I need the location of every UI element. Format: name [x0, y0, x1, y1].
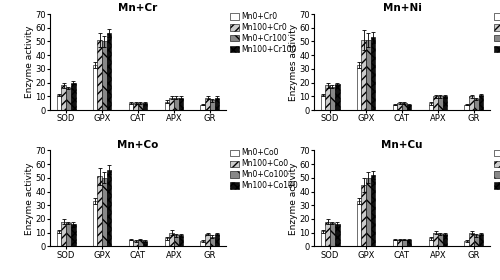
Bar	[62, 85, 66, 110]
Bar	[57, 95, 62, 110]
Bar	[474, 235, 478, 246]
Bar	[62, 222, 66, 246]
Bar	[174, 235, 178, 246]
Bar	[134, 241, 138, 246]
Bar	[402, 103, 406, 110]
Bar	[464, 104, 469, 110]
Bar	[428, 238, 433, 246]
Bar	[169, 233, 174, 246]
Y-axis label: Enzyme activity: Enzyme activity	[289, 162, 298, 235]
Bar	[92, 65, 98, 110]
Bar	[330, 223, 335, 246]
Bar	[371, 37, 376, 110]
Bar	[210, 237, 214, 246]
Bar	[205, 98, 210, 110]
Bar	[98, 40, 102, 110]
Bar	[326, 222, 330, 246]
Bar	[428, 103, 433, 110]
Bar	[433, 233, 438, 246]
Bar	[214, 234, 219, 246]
Legend: Mn0+Cu0, Mn100+Cu0, Mn0+Cu100, Mn100+Cu100: Mn0+Cu0, Mn100+Cu0, Mn0+Cu100, Mn100+Cu1…	[494, 148, 500, 190]
Bar	[335, 84, 340, 110]
Bar	[362, 185, 366, 246]
Bar	[464, 241, 469, 246]
Bar	[102, 178, 107, 246]
Title: Mn+Cu: Mn+Cu	[382, 140, 423, 150]
Legend: Mn0+Co0, Mn100+Co0, Mn0+Co100, Mn100+Co100: Mn0+Co0, Mn100+Co0, Mn0+Co100, Mn100+Co1…	[230, 148, 298, 190]
Bar	[210, 101, 214, 110]
Bar	[321, 95, 326, 110]
Bar	[66, 88, 71, 110]
Title: Mn+Cr: Mn+Cr	[118, 3, 158, 13]
Bar	[474, 99, 478, 110]
Legend: Mn0+Ni0, Mn100+Ni0, Mn0+Ni100, Mn100+Ni100: Mn0+Ni0, Mn100+Ni0, Mn0+Ni100, Mn100+Ni1…	[494, 12, 500, 54]
Bar	[398, 240, 402, 246]
Bar	[200, 104, 205, 110]
Y-axis label: Enzymes activity: Enzymes activity	[289, 24, 298, 101]
Bar	[71, 83, 76, 110]
Bar	[142, 241, 148, 246]
Bar	[205, 234, 210, 246]
Bar	[142, 103, 148, 110]
Bar	[366, 178, 371, 246]
Bar	[178, 98, 184, 110]
Bar	[398, 103, 402, 110]
Bar	[174, 98, 178, 110]
Bar	[200, 241, 205, 246]
Bar	[107, 170, 112, 246]
Bar	[406, 104, 412, 110]
Bar	[164, 102, 169, 110]
Bar	[321, 231, 326, 246]
Bar	[362, 40, 366, 110]
Bar	[478, 95, 483, 110]
Bar	[326, 85, 330, 110]
Bar	[102, 41, 107, 110]
Bar	[128, 240, 134, 246]
Bar	[134, 103, 138, 110]
Bar	[356, 201, 362, 246]
Bar	[107, 33, 112, 110]
Bar	[371, 175, 376, 246]
Bar	[66, 223, 71, 246]
Bar	[406, 240, 412, 246]
Bar	[138, 240, 142, 246]
Bar	[469, 233, 474, 246]
Title: Mn+Ni: Mn+Ni	[382, 3, 422, 13]
Bar	[128, 103, 134, 110]
Bar	[98, 176, 102, 246]
Bar	[164, 238, 169, 246]
Bar	[335, 225, 340, 246]
Bar	[469, 96, 474, 110]
Bar	[169, 98, 174, 110]
Bar	[442, 96, 448, 110]
Bar	[392, 104, 398, 110]
Bar	[478, 234, 483, 246]
Bar	[71, 225, 76, 246]
Bar	[214, 98, 219, 110]
Bar	[433, 96, 438, 110]
Y-axis label: Enzyme activity: Enzyme activity	[25, 26, 34, 98]
Bar	[178, 235, 184, 246]
Bar	[402, 240, 406, 246]
Bar	[92, 201, 98, 246]
Legend: Mn0+Cr0, Mn100+Cr0, Mn0+Cr100, Mn100+Cr100: Mn0+Cr0, Mn100+Cr0, Mn0+Cr100, Mn100+Cr1…	[230, 12, 296, 54]
Y-axis label: Enzyme activity: Enzyme activity	[25, 162, 34, 235]
Title: Mn+Co: Mn+Co	[118, 140, 158, 150]
Bar	[366, 40, 371, 110]
Bar	[330, 87, 335, 110]
Bar	[57, 231, 62, 246]
Bar	[356, 65, 362, 110]
Bar	[438, 234, 442, 246]
Bar	[392, 240, 398, 246]
Bar	[138, 103, 142, 110]
Bar	[438, 96, 442, 110]
Bar	[442, 234, 448, 246]
